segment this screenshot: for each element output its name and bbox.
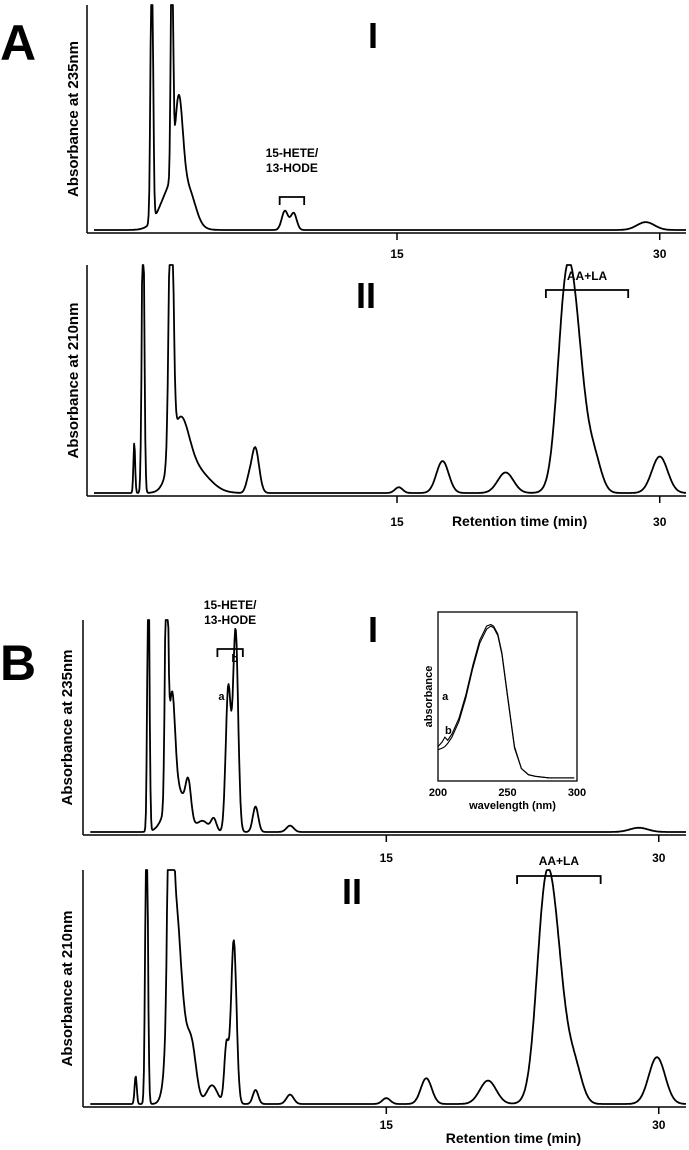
inset-y-axis-label: absorbance xyxy=(423,666,435,728)
inset-label-a: a xyxy=(442,691,449,703)
x-tick-label: 30 xyxy=(652,1118,666,1132)
bracket-label: 15-HETE/ xyxy=(266,146,319,160)
peak-label-b: b xyxy=(231,653,238,665)
bracket-label: 13-HODE xyxy=(204,613,256,627)
chromatogram-trace xyxy=(90,869,687,1105)
x-tick-label: 15 xyxy=(390,515,404,529)
bracket-label: AA+LA xyxy=(567,269,608,283)
subplot-label: II xyxy=(342,871,362,912)
peak-bracket xyxy=(216,648,244,657)
chromatogram-trace xyxy=(93,264,687,494)
subplot-label: I xyxy=(368,15,378,56)
uv-spectrum-inset: 200 250 300 wavelength (nm) absorbance a b xyxy=(423,611,586,812)
peak-label-a: a xyxy=(218,691,225,703)
y-axis-label: Absorbance at 210nm xyxy=(65,303,82,459)
x-axis-label: Retention time (min) xyxy=(446,1130,581,1146)
chromatogram-A-II: 15 30 Absorbance at 210nm Retention time (m… xyxy=(65,264,687,529)
peak-bracket xyxy=(278,196,306,205)
chromatogram-A-I: 15 30 Absorbance at 235nm I 15-HETE/13-HODE xyxy=(65,4,687,261)
x-tick-label: 30 xyxy=(653,515,667,529)
subplot-label: II xyxy=(356,275,376,316)
panel-label-a: A xyxy=(0,15,36,71)
inset-x-axis-label: wavelength (nm) xyxy=(468,800,556,812)
chromatogram-trace xyxy=(90,619,687,833)
peak-bracket xyxy=(544,289,630,298)
x-tick-label: 30 xyxy=(653,247,667,261)
bracket-label: AA+LA xyxy=(539,854,580,868)
bracket-label: 15-HETE/ xyxy=(204,598,257,612)
y-axis-label: Absorbance at 210nm xyxy=(59,911,76,1067)
chromatogram-B-I: 15 30 Absorbance at 235nm I 15-HETE/13-HODE a… xyxy=(59,598,687,865)
inset-series-b xyxy=(437,625,575,779)
chromatogram-B-II: 15 30 Absorbance at 210nm Retention time (m… xyxy=(59,854,687,1146)
subplot-label: I xyxy=(368,609,378,650)
peak-bracket xyxy=(516,875,602,884)
inset-x-tick-label: 200 xyxy=(429,787,447,799)
x-tick-label: 30 xyxy=(652,851,666,865)
inset-x-tick-label: 300 xyxy=(568,787,586,799)
inset-x-tick-label: 250 xyxy=(498,787,516,799)
x-tick-label: 15 xyxy=(380,1118,394,1132)
x-tick-label: 15 xyxy=(390,247,404,261)
x-axis-label: Retention time (min) xyxy=(452,513,587,529)
panel-label-b: B xyxy=(0,635,36,691)
chromatogram-trace xyxy=(93,4,687,231)
bracket-label: 13-HODE xyxy=(266,161,318,175)
y-axis-label: Absorbance at 235nm xyxy=(59,650,76,806)
y-axis-label: Absorbance at 235nm xyxy=(65,41,82,197)
inset-label-b: b xyxy=(445,725,452,737)
x-tick-label: 15 xyxy=(380,851,394,865)
